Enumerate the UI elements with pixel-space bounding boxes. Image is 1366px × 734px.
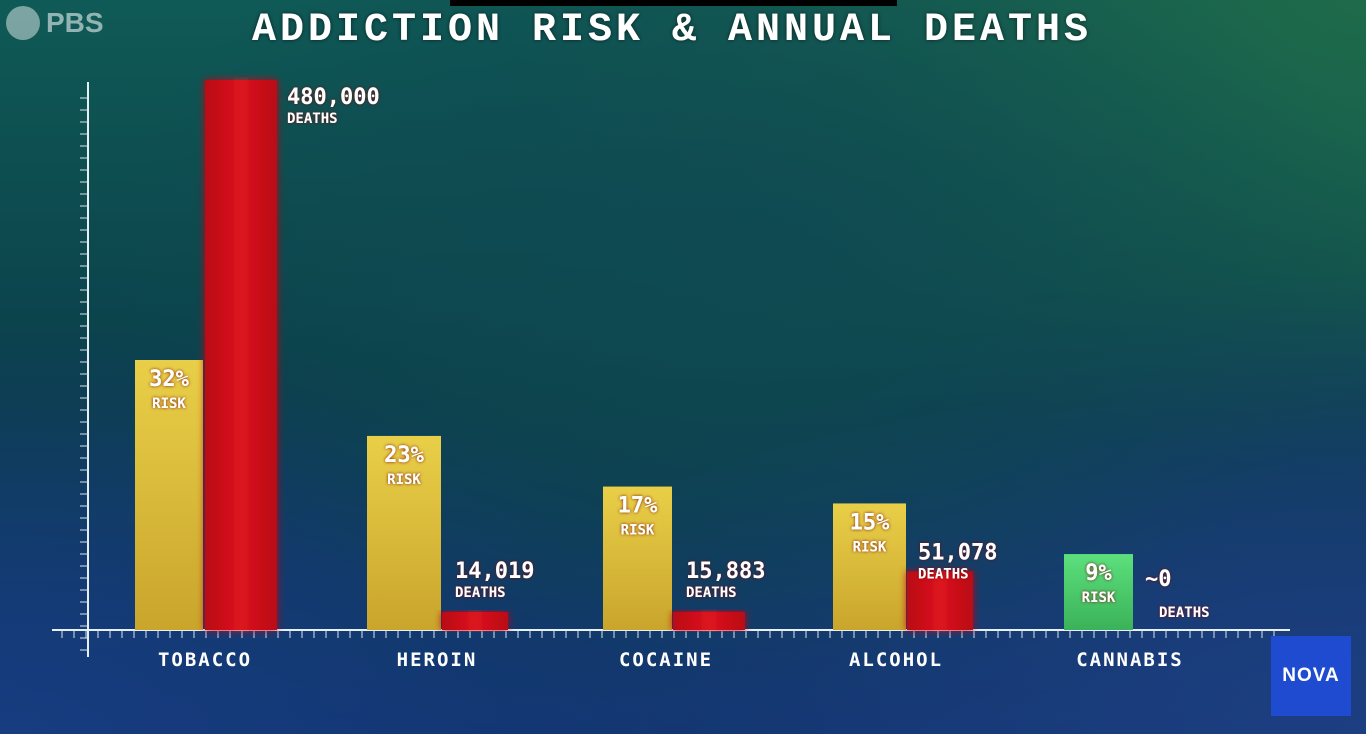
deaths-sublabel: DEATHS (918, 566, 969, 582)
deaths-sublabel: DEATHS (287, 111, 338, 127)
chart-title: ADDICTION RISK & ANNUAL DEATHS (252, 8, 1092, 53)
risk-bar (603, 486, 672, 630)
deaths-sublabel: DEATHS (1159, 605, 1210, 621)
deaths-value-label: 51,078 (918, 540, 997, 565)
deaths-bar (205, 80, 277, 630)
risk-bar (833, 503, 906, 630)
chart-bars (135, 80, 1133, 630)
pbs-head-icon (6, 6, 40, 40)
risk-bar (135, 360, 203, 630)
category-label: COCAINE (619, 649, 713, 671)
risk-value-label: 17% (618, 494, 658, 519)
risk-bar (367, 435, 441, 630)
deaths-bar (442, 612, 508, 630)
risk-value-label: 15% (850, 510, 890, 535)
risk-sublabel: RISK (387, 472, 421, 488)
risk-value-label: 9% (1085, 561, 1112, 586)
deaths-value-label: 15,883 (686, 559, 765, 584)
deaths-value-label: 480,000 (287, 85, 380, 110)
deaths-bar (907, 571, 973, 630)
nova-logo: NOVA (1271, 636, 1351, 716)
pbs-logo: PBS (6, 0, 104, 46)
category-label: ALCOHOL (849, 649, 943, 671)
risk-sublabel: RISK (1082, 590, 1116, 606)
category-label: HEROIN (397, 649, 478, 671)
risk-sublabel: RISK (853, 539, 887, 555)
category-label: TOBACCO (158, 649, 252, 671)
deaths-bar (673, 611, 745, 630)
chart-labels: 32%RISK480,000DEATHSTOBACCO23%RISK14,019… (149, 85, 1209, 671)
deaths-sublabel: DEATHS (455, 585, 506, 601)
caption-bar (450, 0, 897, 6)
risk-value-label: 32% (149, 367, 189, 392)
category-label: CANNABIS (1076, 649, 1184, 671)
deaths-value-label: 14,019 (455, 559, 534, 584)
risk-sublabel: RISK (621, 523, 655, 539)
risk-sublabel: RISK (152, 396, 186, 412)
risk-value-label: 23% (384, 443, 424, 468)
pbs-logo-text: PBS (46, 7, 104, 38)
nova-logo-text: NOVA (1282, 665, 1340, 686)
deaths-sublabel: DEATHS (686, 585, 737, 601)
deaths-value-label: ~0 (1145, 567, 1172, 592)
risk-bar (1064, 554, 1133, 630)
